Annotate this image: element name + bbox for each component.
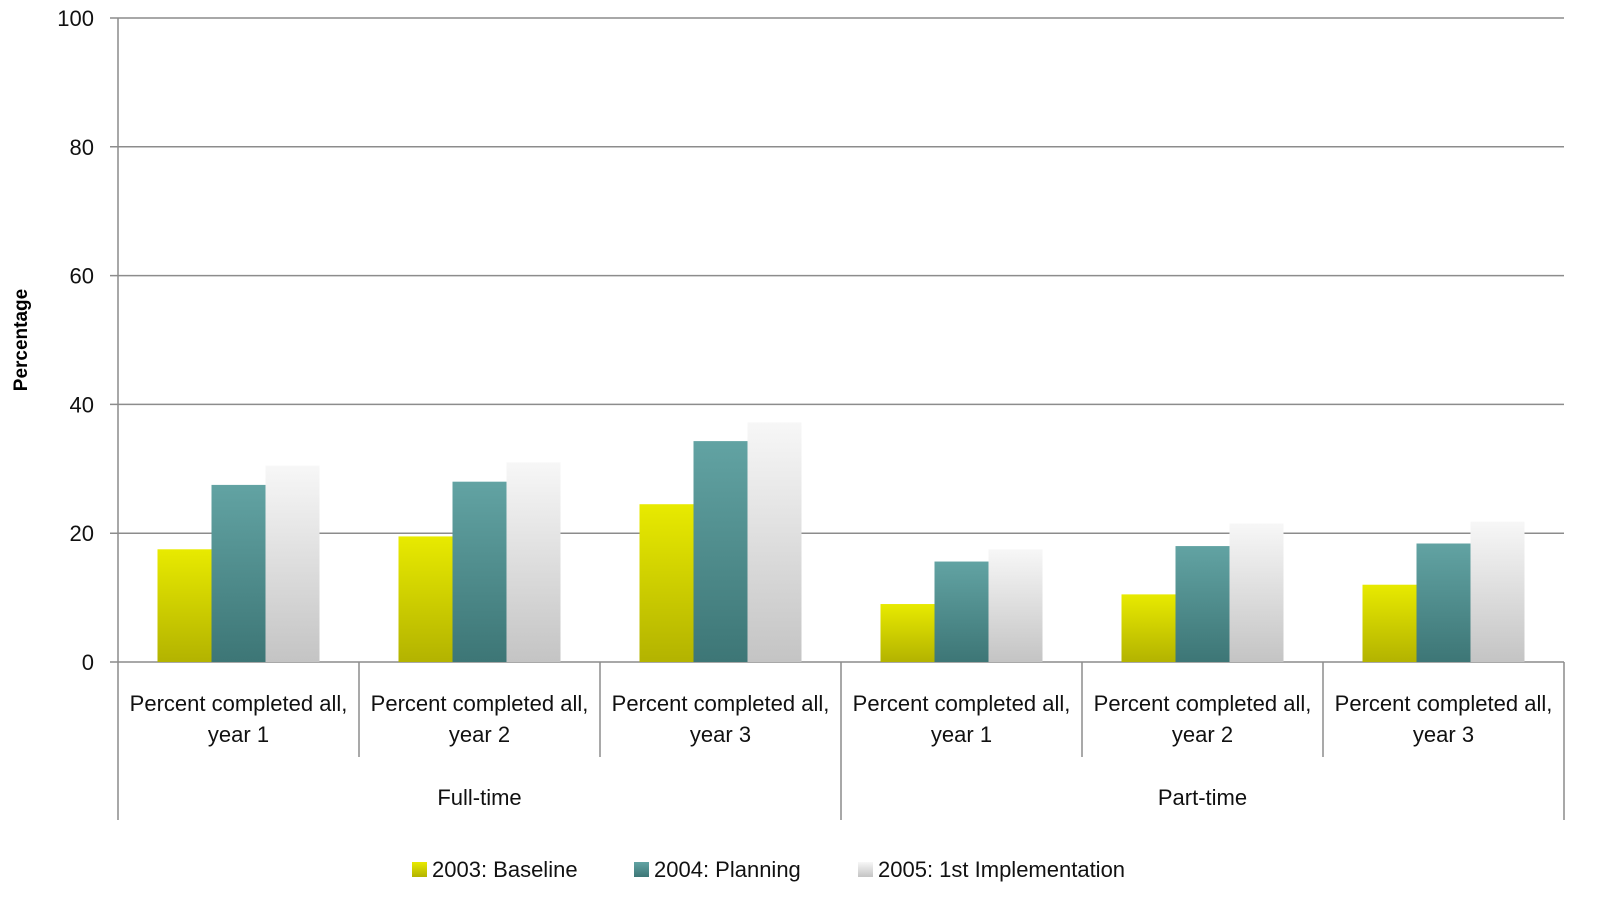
bar-2005-1st-implementation-3 [747,422,802,662]
legend-entry: 2005: 1st Implementation [878,857,1125,882]
category-label-line1: Percent completed all, [612,691,830,716]
y-tick-label: 60 [70,264,94,289]
bar-2005-1st-implementation-2 [506,462,561,662]
axes [117,18,1565,820]
legend-entry: 2004: Planning [654,857,801,882]
legend-swatch [634,862,649,877]
bar-2004-planning-3 [693,441,748,662]
y-axis-title: Percentage [11,289,32,391]
bar-2004-planning-2 [452,481,507,662]
y-tick-label: 20 [70,521,94,546]
bar-2004-planning-4 [934,561,989,662]
legend: 2003: Baseline 2004: Planning 2005: 1st Im… [412,857,1125,882]
category-label-line2: year 2 [1172,722,1233,747]
bar-2003-baseline-3 [639,504,694,662]
bars [157,422,1525,662]
bar-2005-1st-implementation-1 [265,465,320,662]
y-tick-label: 0 [82,650,94,675]
bar-2004-planning-6 [1416,543,1471,662]
bar-2005-1st-implementation-6 [1470,521,1525,662]
legend-swatch [858,862,873,877]
category-label-line2: year 1 [931,722,992,747]
bar-2005-1st-implementation-5 [1229,523,1284,662]
y-tick-label: 80 [70,135,94,160]
group-labels: Full-time Part-time [437,785,1247,810]
category-label-line1: Percent completed all, [853,691,1071,716]
gridlines [110,17,1564,663]
bar-2003-baseline-2 [398,536,453,662]
category-label-line1: Percent completed all, [1094,691,1312,716]
bar-2003-baseline-4 [880,604,935,662]
legend-swatch [412,862,427,877]
bar-2003-baseline-6 [1362,584,1417,662]
category-label-line1: Percent completed all, [371,691,589,716]
y-tick-label: 40 [70,392,94,417]
bar-2003-baseline-1 [157,549,212,662]
category-labels: Percent completed all, year 1 Percent comp… [130,691,1553,747]
category-label-line1: Percent completed all, [1335,691,1553,716]
bar-2004-planning-1 [211,484,266,662]
group-label: Full-time [437,785,521,810]
bar-2005-1st-implementation-4 [988,549,1043,662]
group-label: Part-time [1158,785,1247,810]
bar-2003-baseline-5 [1121,594,1176,662]
bar-2004-planning-5 [1175,546,1230,662]
category-label-line2: year 3 [690,722,751,747]
y-tick-label: 100 [57,6,94,31]
y-tick-labels: 0 20 40 60 80 100 [57,6,94,675]
category-label-line2: year 2 [449,722,510,747]
legend-entry: 2003: Baseline [432,857,578,882]
category-label-line1: Percent completed all, [130,691,348,716]
category-label-line2: year 3 [1413,722,1474,747]
category-label-line2: year 1 [208,722,269,747]
